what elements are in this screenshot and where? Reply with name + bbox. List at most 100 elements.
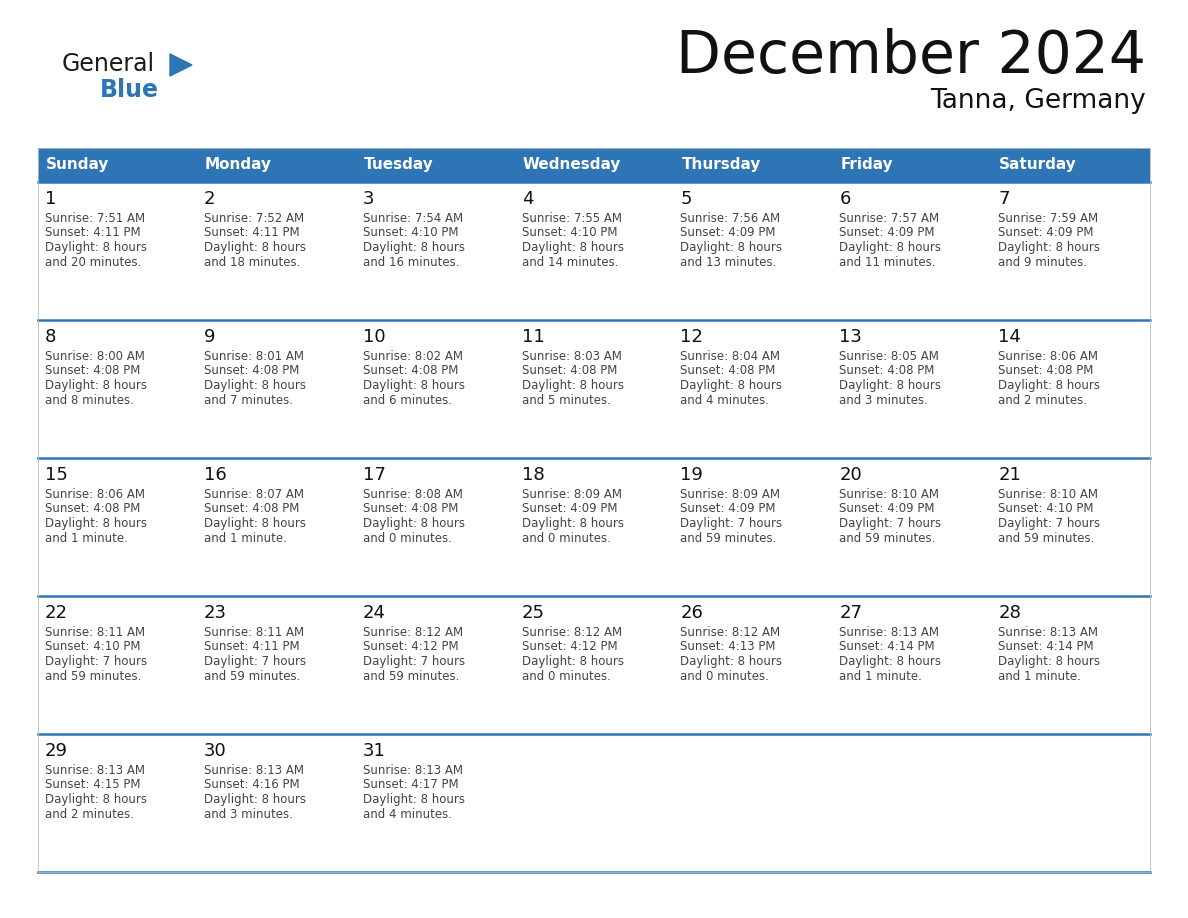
Text: and 20 minutes.: and 20 minutes. [45,255,141,268]
Bar [197,458,355,596]
Bar [38,182,197,320]
Text: Sunrise: 8:08 AM: Sunrise: 8:08 AM [362,488,462,501]
Bar [197,596,355,734]
Bar [674,734,833,872]
Bar [833,182,991,320]
Bar [833,734,991,872]
Text: Wednesday: Wednesday [523,158,621,173]
Text: and 59 minutes.: and 59 minutes. [998,532,1094,544]
Bar [197,320,355,458]
Text: 29: 29 [45,742,68,760]
Text: 14: 14 [998,328,1020,346]
Text: 10: 10 [362,328,385,346]
Text: Sunset: 4:12 PM: Sunset: 4:12 PM [362,641,459,654]
Bar [674,596,833,734]
Text: December 2024: December 2024 [676,28,1146,85]
Text: Friday: Friday [840,158,893,173]
Bar [674,320,833,458]
Text: Daylight: 7 hours: Daylight: 7 hours [998,517,1100,530]
Bar [38,596,197,734]
Text: 8: 8 [45,328,56,346]
Text: and 13 minutes.: and 13 minutes. [681,255,777,268]
Text: Daylight: 8 hours: Daylight: 8 hours [681,655,783,668]
Text: Sunset: 4:10 PM: Sunset: 4:10 PM [522,227,617,240]
Text: and 0 minutes.: and 0 minutes. [522,532,611,544]
Text: Daylight: 7 hours: Daylight: 7 hours [204,655,307,668]
Text: Daylight: 8 hours: Daylight: 8 hours [998,379,1100,392]
Bar [833,320,991,458]
Text: Sunrise: 7:52 AM: Sunrise: 7:52 AM [204,212,304,225]
Text: and 1 minute.: and 1 minute. [998,669,1081,682]
Text: Sunrise: 7:51 AM: Sunrise: 7:51 AM [45,212,145,225]
Text: Daylight: 8 hours: Daylight: 8 hours [45,793,147,806]
Text: Daylight: 8 hours: Daylight: 8 hours [522,517,624,530]
Text: 6: 6 [839,190,851,208]
Text: Sunset: 4:09 PM: Sunset: 4:09 PM [998,227,1094,240]
Text: and 59 minutes.: and 59 minutes. [45,669,141,682]
Text: Sunrise: 8:13 AM: Sunrise: 8:13 AM [204,764,304,777]
Text: Sunrise: 8:00 AM: Sunrise: 8:00 AM [45,350,145,363]
Text: Sunset: 4:09 PM: Sunset: 4:09 PM [681,502,776,516]
Text: Sunset: 4:14 PM: Sunset: 4:14 PM [839,641,935,654]
Bar [38,148,1150,872]
Text: 12: 12 [681,328,703,346]
Text: 7: 7 [998,190,1010,208]
Text: and 3 minutes.: and 3 minutes. [839,394,928,407]
Text: and 7 minutes.: and 7 minutes. [204,394,293,407]
Text: and 0 minutes.: and 0 minutes. [362,532,451,544]
Text: and 5 minutes.: and 5 minutes. [522,394,611,407]
Text: 21: 21 [998,466,1020,484]
Text: Sunset: 4:10 PM: Sunset: 4:10 PM [45,641,140,654]
Text: Sunrise: 8:06 AM: Sunrise: 8:06 AM [998,350,1098,363]
Text: 11: 11 [522,328,544,346]
Bar [355,148,514,182]
Text: Sunset: 4:08 PM: Sunset: 4:08 PM [998,364,1093,377]
Text: Daylight: 8 hours: Daylight: 8 hours [45,241,147,254]
Text: Sunset: 4:11 PM: Sunset: 4:11 PM [204,227,299,240]
Text: 3: 3 [362,190,374,208]
Text: and 14 minutes.: and 14 minutes. [522,255,618,268]
Bar [197,148,355,182]
Text: 19: 19 [681,466,703,484]
Text: Sunrise: 8:11 AM: Sunrise: 8:11 AM [204,626,304,639]
Text: Daylight: 8 hours: Daylight: 8 hours [204,379,305,392]
Bar [833,148,991,182]
Text: Blue: Blue [100,78,159,102]
Bar [355,458,514,596]
Text: Sunday: Sunday [46,158,109,173]
Text: 16: 16 [204,466,227,484]
Text: Daylight: 8 hours: Daylight: 8 hours [522,655,624,668]
Text: Sunrise: 8:09 AM: Sunrise: 8:09 AM [681,488,781,501]
Text: Sunset: 4:11 PM: Sunset: 4:11 PM [45,227,140,240]
Text: and 2 minutes.: and 2 minutes. [45,808,134,821]
Bar [38,320,197,458]
Text: Sunset: 4:08 PM: Sunset: 4:08 PM [522,364,617,377]
Text: and 11 minutes.: and 11 minutes. [839,255,936,268]
Bar [355,320,514,458]
Text: General: General [62,52,156,76]
Text: Sunrise: 8:13 AM: Sunrise: 8:13 AM [45,764,145,777]
Text: Sunrise: 7:57 AM: Sunrise: 7:57 AM [839,212,940,225]
Bar [38,458,197,596]
Text: 20: 20 [839,466,862,484]
Bar [514,148,674,182]
Text: Daylight: 8 hours: Daylight: 8 hours [45,379,147,392]
Text: and 1 minute.: and 1 minute. [839,669,922,682]
Text: Daylight: 8 hours: Daylight: 8 hours [45,517,147,530]
Text: 18: 18 [522,466,544,484]
Text: Sunrise: 8:01 AM: Sunrise: 8:01 AM [204,350,304,363]
Text: Daylight: 8 hours: Daylight: 8 hours [204,517,305,530]
Bar [38,734,197,872]
Text: Sunrise: 8:10 AM: Sunrise: 8:10 AM [839,488,940,501]
Text: Daylight: 8 hours: Daylight: 8 hours [204,241,305,254]
Text: and 1 minute.: and 1 minute. [45,532,128,544]
Text: Sunset: 4:13 PM: Sunset: 4:13 PM [681,641,776,654]
Bar [355,182,514,320]
Text: Sunset: 4:11 PM: Sunset: 4:11 PM [204,641,299,654]
Text: Sunset: 4:08 PM: Sunset: 4:08 PM [204,502,299,516]
Text: 23: 23 [204,604,227,622]
Bar [674,458,833,596]
Bar [355,734,514,872]
Text: Monday: Monday [204,158,272,173]
Bar [514,596,674,734]
